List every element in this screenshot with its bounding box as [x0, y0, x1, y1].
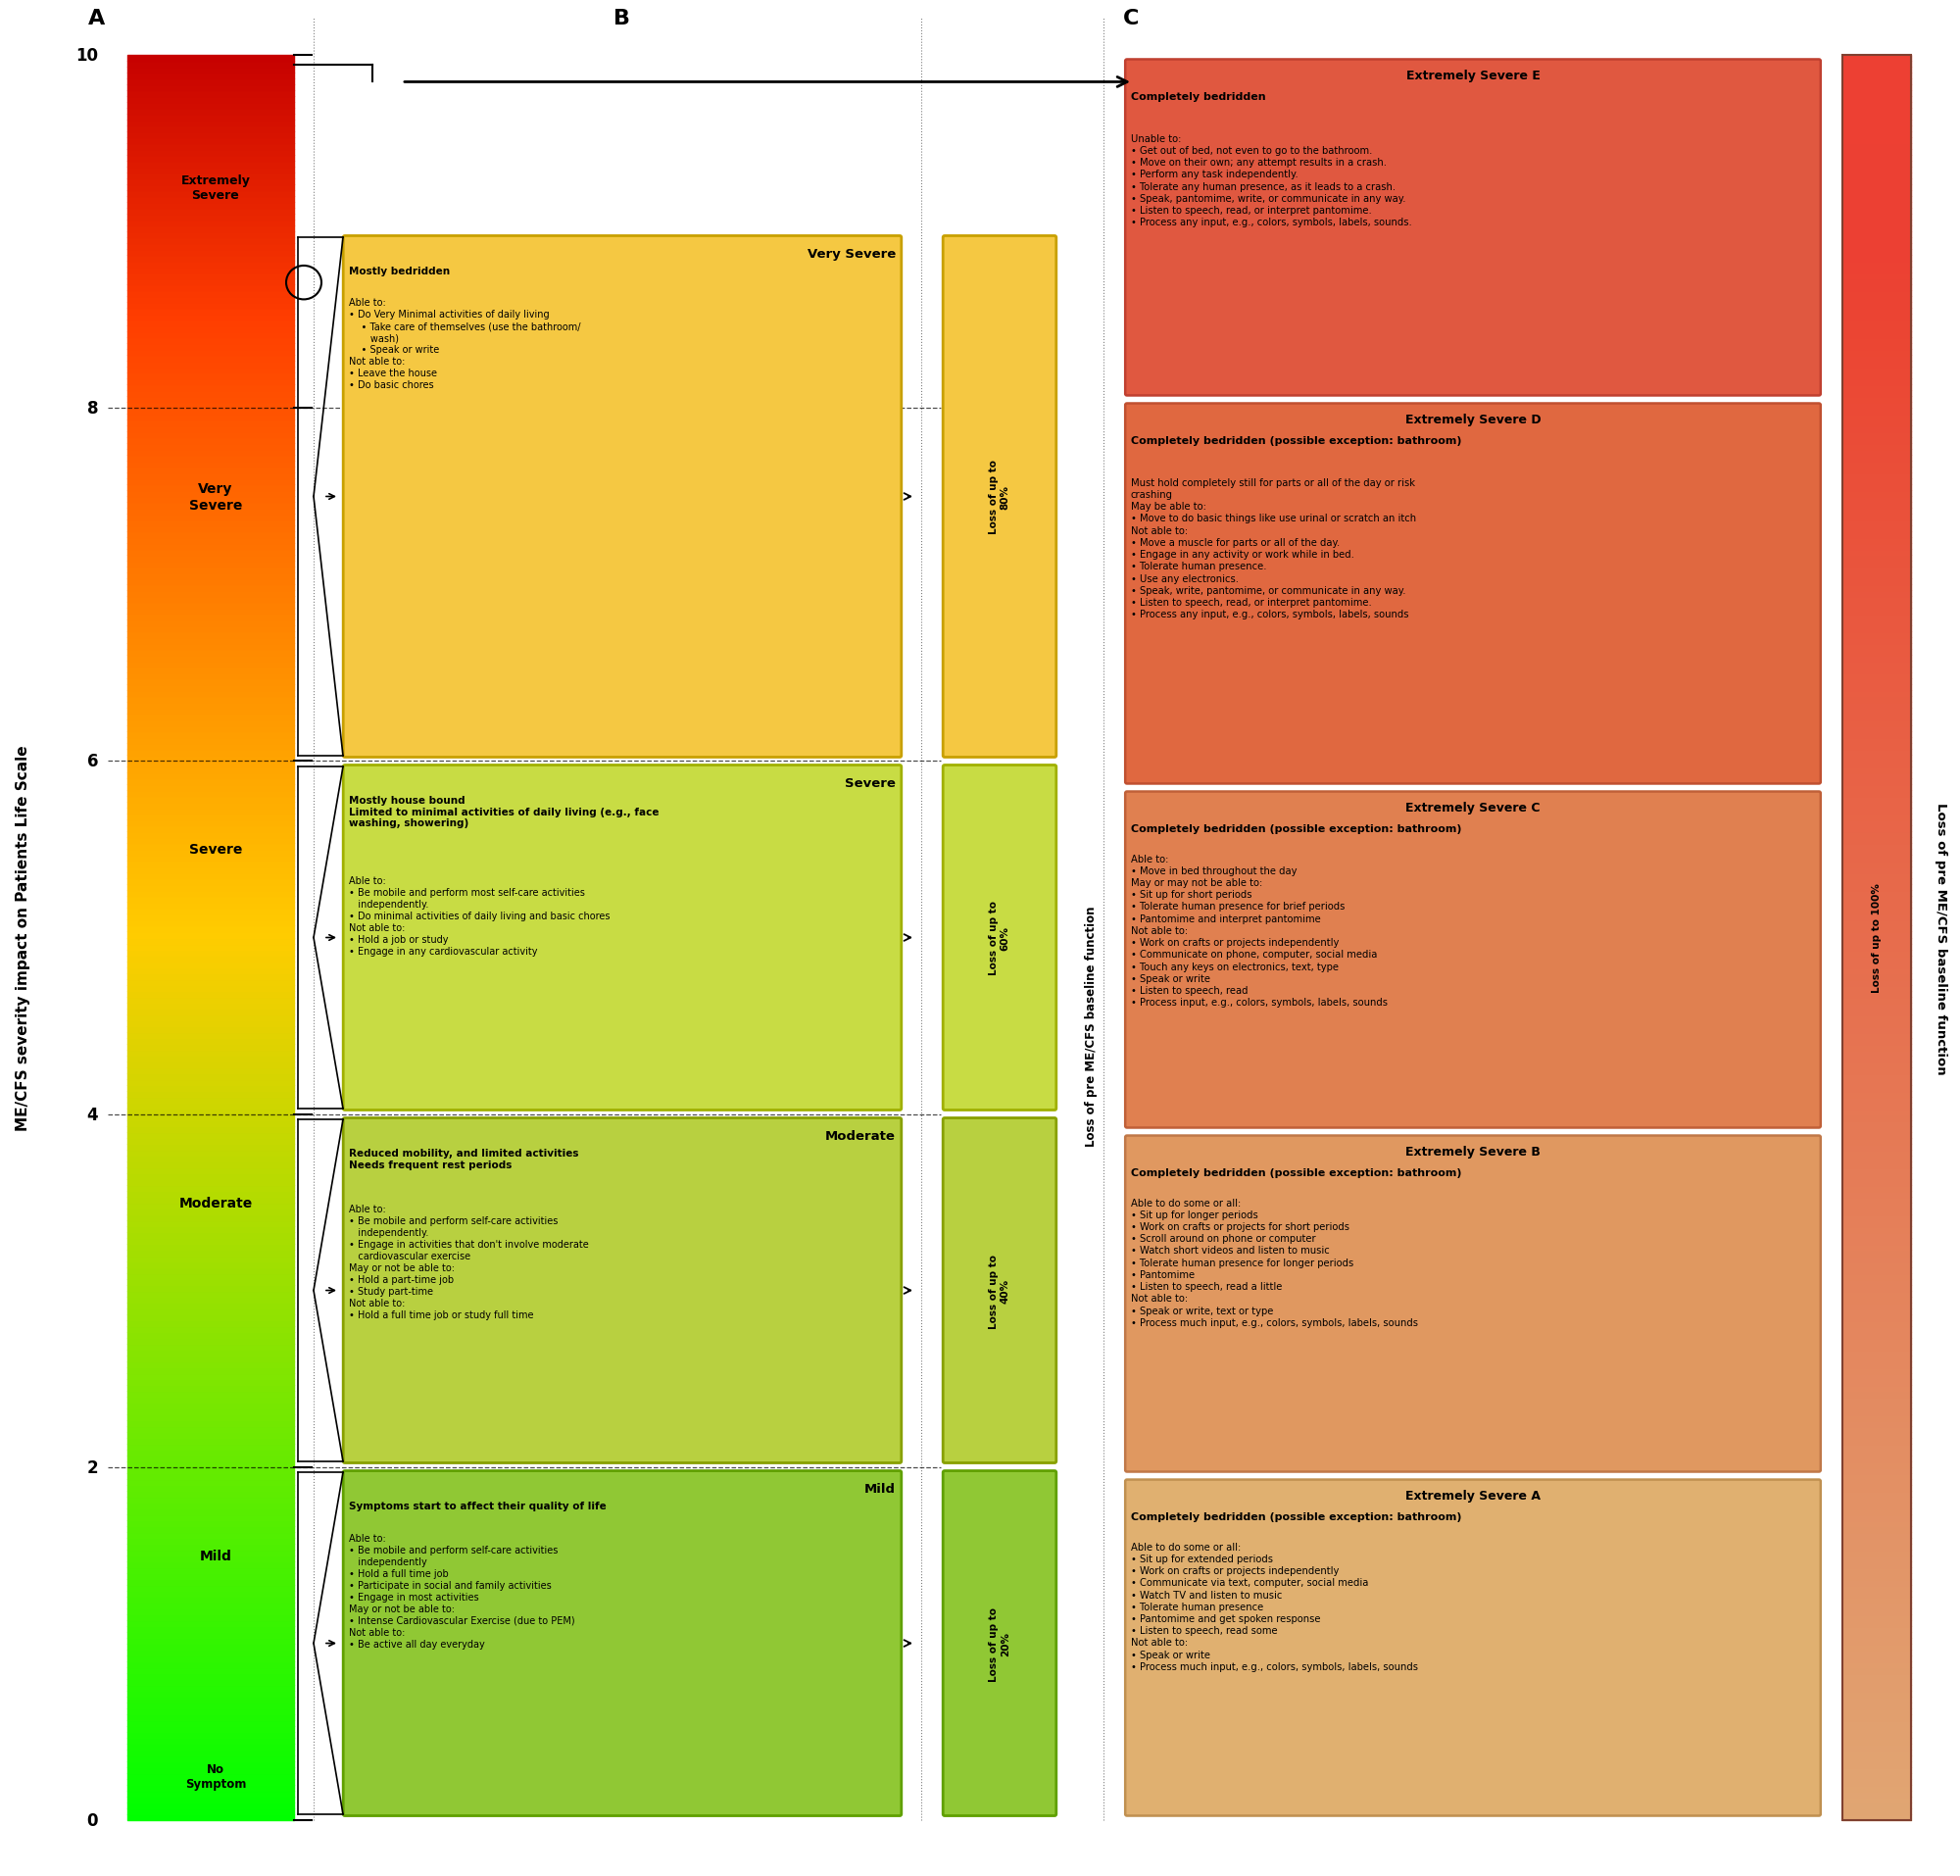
Text: Mild: Mild	[864, 1482, 896, 1495]
FancyBboxPatch shape	[1125, 1480, 1821, 1816]
FancyBboxPatch shape	[343, 1118, 902, 1463]
Text: 8: 8	[86, 400, 98, 418]
Text: 10: 10	[74, 47, 98, 66]
Text: Loss of up to
80%: Loss of up to 80%	[990, 460, 1009, 535]
Text: Loss of up to
20%: Loss of up to 20%	[990, 1606, 1009, 1681]
FancyBboxPatch shape	[943, 1471, 1056, 1816]
Text: 2: 2	[86, 1458, 98, 1476]
Text: Very Severe: Very Severe	[808, 248, 896, 261]
Text: Completely bedridden: Completely bedridden	[1131, 92, 1266, 101]
Text: 4: 4	[86, 1105, 98, 1124]
Text: Mild: Mild	[200, 1548, 231, 1563]
Text: Symptoms start to affect their quality of life: Symptoms start to affect their quality o…	[349, 1501, 606, 1510]
Text: Mostly bedridden: Mostly bedridden	[349, 266, 451, 276]
Text: Extremely Severe C: Extremely Severe C	[1405, 801, 1541, 814]
Text: Able to:
• Be mobile and perform self-care activities
   independently.
• Engage: Able to: • Be mobile and perform self-ca…	[349, 1204, 588, 1321]
Text: Severe: Severe	[188, 842, 243, 857]
Text: Completely bedridden (possible exception: bathroom): Completely bedridden (possible exception…	[1131, 824, 1462, 833]
Text: Very
Severe: Very Severe	[188, 482, 243, 512]
Text: Able to:
• Be mobile and perform self-care activities
   independently
• Hold a : Able to: • Be mobile and perform self-ca…	[349, 1533, 574, 1649]
Text: C: C	[1123, 9, 1139, 28]
Text: 0: 0	[86, 1810, 98, 1829]
Text: Completely bedridden (possible exception: bathroom): Completely bedridden (possible exception…	[1131, 435, 1462, 446]
Text: Loss of up to
40%: Loss of up to 40%	[990, 1253, 1009, 1328]
Text: Able to:
• Move in bed throughout the day
May or may not be able to:
• Sit up fo: Able to: • Move in bed throughout the da…	[1131, 854, 1388, 1007]
Text: Reduced mobility, and limited activities
Needs frequent rest periods: Reduced mobility, and limited activities…	[349, 1148, 578, 1169]
Text: Loss of up to 100%: Loss of up to 100%	[1872, 884, 1882, 992]
Text: Extremely
Severe: Extremely Severe	[180, 174, 251, 203]
Text: Completely bedridden (possible exception: bathroom): Completely bedridden (possible exception…	[1131, 1512, 1462, 1521]
Text: ME/CFS severity impact on Patients Life Scale: ME/CFS severity impact on Patients Life …	[16, 745, 31, 1131]
FancyBboxPatch shape	[1125, 60, 1821, 396]
Bar	[1842, 56, 1911, 1820]
Text: 6: 6	[86, 752, 98, 771]
Text: Extremely Severe A: Extremely Severe A	[1405, 1490, 1541, 1501]
Text: A: A	[88, 9, 106, 28]
Text: Able to do some or all:
• Sit up for longer periods
• Work on crafts or projects: Able to do some or all: • Sit up for lon…	[1131, 1197, 1419, 1328]
Text: Loss of pre ME/CFS baseline function: Loss of pre ME/CFS baseline function	[1935, 803, 1946, 1073]
Text: Able to do some or all:
• Sit up for extended periods
• Work on crafts or projec: Able to do some or all: • Sit up for ext…	[1131, 1542, 1419, 1672]
Text: Mostly house bound
Limited to minimal activities of daily living (e.g., face
was: Mostly house bound Limited to minimal ac…	[349, 795, 659, 827]
FancyBboxPatch shape	[943, 1118, 1056, 1463]
FancyBboxPatch shape	[343, 1471, 902, 1816]
Text: Must hold completely still for parts or all of the day or risk
crashing
May be a: Must hold completely still for parts or …	[1131, 465, 1417, 619]
Text: Extremely Severe D: Extremely Severe D	[1405, 413, 1541, 426]
Text: Able to:
• Be mobile and perform most self-care activities
   independently.
• D: Able to: • Be mobile and perform most se…	[349, 876, 610, 957]
Text: Able to:
• Do Very Minimal activities of daily living
    • Take care of themsel: Able to: • Do Very Minimal activities of…	[349, 298, 580, 390]
Text: Completely bedridden (possible exception: bathroom): Completely bedridden (possible exception…	[1131, 1167, 1462, 1178]
Text: Extremely Severe B: Extremely Severe B	[1405, 1144, 1541, 1157]
Text: Severe: Severe	[845, 777, 896, 790]
FancyBboxPatch shape	[943, 765, 1056, 1111]
Text: Extremely Severe E: Extremely Severe E	[1405, 69, 1541, 83]
FancyBboxPatch shape	[1125, 403, 1821, 784]
FancyBboxPatch shape	[1125, 792, 1821, 1127]
Text: Moderate: Moderate	[178, 1195, 253, 1210]
FancyBboxPatch shape	[343, 236, 902, 758]
Text: Moderate: Moderate	[825, 1129, 896, 1142]
Text: Loss of pre ME/CFS baseline function: Loss of pre ME/CFS baseline function	[1084, 906, 1098, 1146]
FancyBboxPatch shape	[1125, 1135, 1821, 1473]
Text: No
Symptom: No Symptom	[184, 1762, 247, 1790]
FancyBboxPatch shape	[943, 236, 1056, 758]
Text: Unable to:
• Get out of bed, not even to go to the bathroom.
• Move on their own: Unable to: • Get out of bed, not even to…	[1131, 122, 1411, 227]
Text: B: B	[613, 9, 631, 28]
Text: Loss of up to
60%: Loss of up to 60%	[990, 900, 1009, 976]
FancyBboxPatch shape	[343, 765, 902, 1111]
